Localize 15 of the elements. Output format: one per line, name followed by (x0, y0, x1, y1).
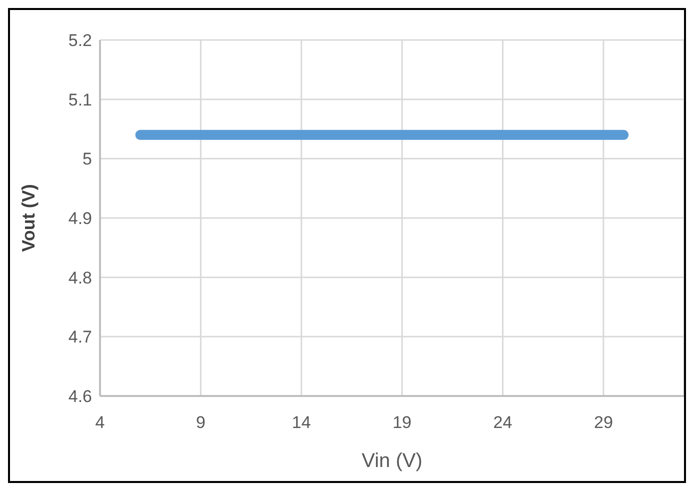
x-tick-label: 29 (594, 413, 613, 432)
y-axis-title: Vout (V) (18, 184, 38, 252)
y-tick-label: 4.7 (68, 328, 92, 347)
y-tick-label: 4.8 (68, 268, 92, 288)
y-tick-label: 5 (82, 150, 92, 169)
x-tick-label: 24 (493, 413, 512, 432)
x-axis-title: Vin (V) (362, 450, 422, 472)
y-tick-label: 5.2 (68, 31, 92, 50)
x-tick-label: 19 (392, 413, 412, 432)
x-tick-label: 14 (292, 413, 311, 432)
x-tick-label: 9 (196, 413, 206, 432)
y-tick-label: 5.1 (68, 90, 92, 110)
x-tick-label: 4 (95, 413, 105, 432)
y-tick-label: 4.6 (68, 387, 92, 406)
y-tick-label: 4.9 (68, 209, 92, 228)
